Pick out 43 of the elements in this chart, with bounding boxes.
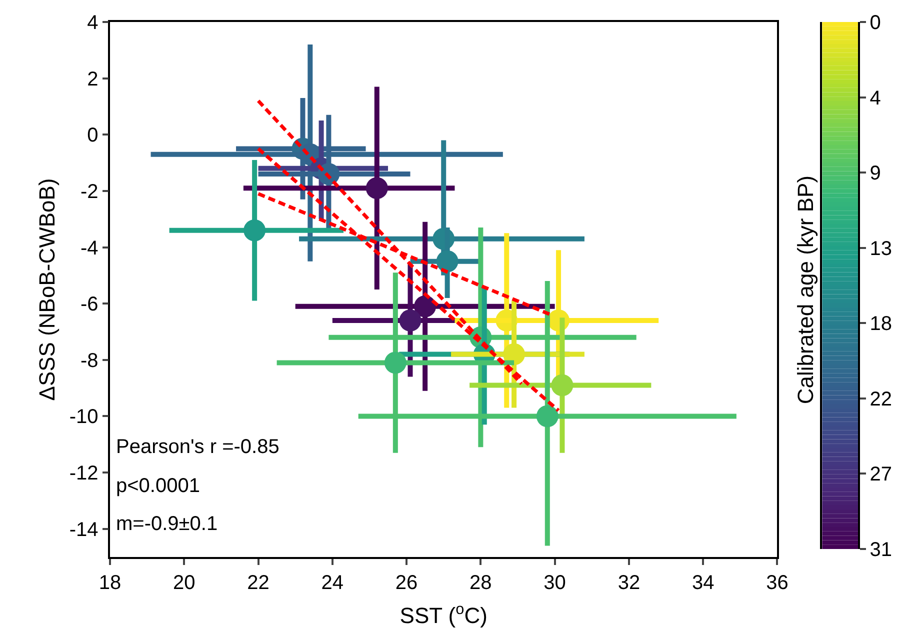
point	[366, 177, 388, 200]
y-tick-label: -6	[80, 294, 98, 316]
x-tick-label: 34	[692, 572, 714, 594]
y-tick-label: 4	[87, 12, 98, 34]
y-tick-label: -8	[80, 350, 98, 372]
x-tick-label: 36	[766, 572, 788, 594]
y-axis-title: ΔSSS (NBoB-CWBoB)	[34, 178, 60, 401]
y-tick-label: 2	[87, 68, 98, 90]
y-tick-label: -2	[80, 180, 98, 203]
color-bar-label: 31	[870, 538, 892, 561]
x-tick-label: 22	[247, 572, 270, 594]
point	[244, 219, 266, 242]
x-tick-label: 24	[321, 572, 344, 594]
color-bar-label: 9	[870, 162, 881, 185]
y-tick-label: -12	[69, 462, 98, 485]
point	[399, 309, 422, 332]
annotation: Pearson's r =-0.85	[116, 436, 280, 458]
x-tick-label: 28	[470, 572, 492, 594]
color-bar-title: Calibrated age (kyr BP)	[793, 175, 818, 404]
point	[503, 343, 526, 366]
color-bar-label: 27	[870, 464, 892, 486]
x-tick-label: 26	[395, 572, 418, 594]
point	[536, 405, 558, 428]
point	[414, 295, 436, 318]
y-tick-label: -10	[69, 406, 98, 428]
x-tick-label: 32	[618, 572, 640, 594]
point	[436, 250, 458, 272]
x-tick-label: 18	[98, 572, 122, 594]
color-bar-label: 0	[870, 12, 881, 34]
x-axis-title: SST ($^{o}$C)	[400, 600, 488, 628]
x-tick-label: 20	[173, 572, 196, 594]
point	[384, 352, 406, 374]
color-bar-label: 22	[870, 388, 892, 410]
point	[551, 374, 574, 396]
annotation: m=-0.9±0.1	[116, 513, 218, 535]
annotation: p<0.0001	[116, 475, 200, 497]
color-bar-label: 4	[870, 87, 881, 110]
x-tick-label: 30	[544, 572, 566, 594]
color-bar-label: 18	[870, 313, 892, 336]
y-tick-label: 0	[87, 124, 98, 147]
color-bar-label: 13	[870, 238, 892, 260]
y-tick-label: -4	[80, 237, 98, 260]
y-tick-label: -14	[69, 518, 98, 541]
